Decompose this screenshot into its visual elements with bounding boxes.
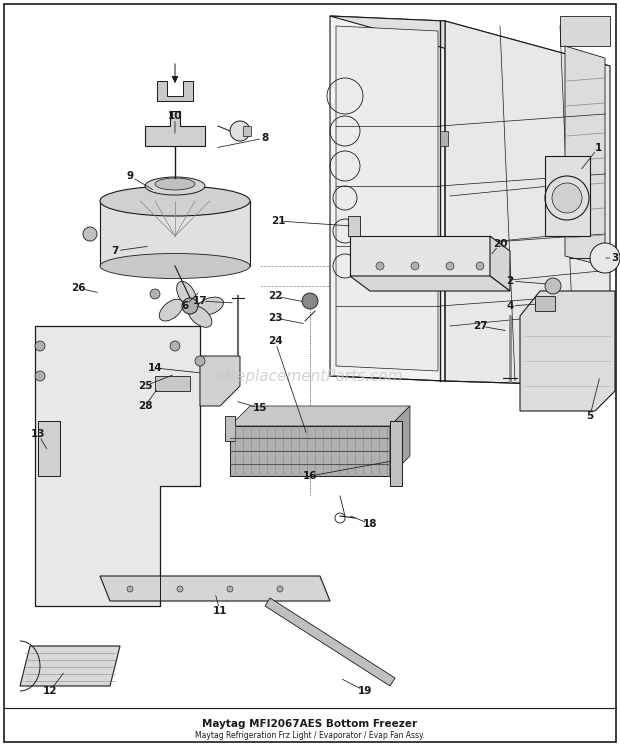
Polygon shape: [390, 421, 402, 486]
Polygon shape: [560, 16, 610, 46]
Circle shape: [446, 262, 454, 270]
Text: 2: 2: [507, 276, 513, 286]
Polygon shape: [230, 426, 390, 476]
Polygon shape: [545, 156, 590, 236]
Polygon shape: [490, 236, 510, 291]
Text: 10: 10: [168, 111, 182, 121]
Polygon shape: [350, 276, 510, 291]
Polygon shape: [230, 406, 410, 426]
Text: Maytag Refrigeration Frz Light / Evaporator / Evap Fan Assy.: Maytag Refrigeration Frz Light / Evapora…: [195, 732, 425, 741]
Circle shape: [230, 121, 250, 141]
Text: 17: 17: [193, 296, 207, 306]
Circle shape: [411, 262, 419, 270]
Ellipse shape: [177, 281, 197, 307]
Text: eReplacementParts.com: eReplacementParts.com: [216, 369, 404, 383]
Circle shape: [170, 341, 180, 351]
Ellipse shape: [159, 299, 183, 321]
Text: 19: 19: [358, 686, 372, 696]
Circle shape: [35, 341, 45, 351]
Polygon shape: [265, 598, 395, 686]
Text: 21: 21: [271, 216, 285, 226]
Text: 13: 13: [31, 429, 45, 439]
Text: 3: 3: [611, 253, 619, 263]
Ellipse shape: [145, 177, 205, 195]
Polygon shape: [225, 416, 235, 441]
Circle shape: [127, 586, 133, 592]
Text: 26: 26: [71, 283, 86, 293]
Polygon shape: [157, 81, 193, 101]
Text: 9: 9: [126, 171, 133, 181]
Text: 15: 15: [253, 403, 267, 413]
Polygon shape: [535, 296, 555, 311]
Ellipse shape: [100, 186, 250, 216]
Polygon shape: [336, 26, 438, 371]
Text: Maytag MFI2067AES Bottom Freezer: Maytag MFI2067AES Bottom Freezer: [203, 719, 417, 729]
Text: 14: 14: [148, 363, 162, 373]
Ellipse shape: [188, 306, 212, 327]
Polygon shape: [390, 406, 410, 476]
Polygon shape: [565, 46, 605, 266]
Circle shape: [150, 289, 160, 299]
Text: 11: 11: [213, 606, 228, 616]
Text: 23: 23: [268, 313, 282, 323]
Text: 25: 25: [138, 381, 153, 391]
Text: 7: 7: [112, 246, 118, 256]
Circle shape: [182, 298, 198, 314]
Polygon shape: [38, 421, 60, 476]
Text: 4: 4: [507, 301, 514, 311]
Text: 27: 27: [472, 321, 487, 331]
Circle shape: [552, 183, 582, 213]
Ellipse shape: [155, 178, 195, 190]
Polygon shape: [200, 356, 240, 406]
Polygon shape: [520, 291, 615, 411]
Bar: [348, 216, 360, 236]
Text: 22: 22: [268, 291, 282, 301]
Text: 8: 8: [262, 133, 268, 143]
Circle shape: [545, 278, 561, 294]
Polygon shape: [330, 16, 610, 66]
Text: 16: 16: [303, 471, 317, 481]
Circle shape: [277, 586, 283, 592]
Circle shape: [35, 371, 45, 381]
Bar: [243, 126, 251, 136]
Polygon shape: [350, 236, 490, 276]
Polygon shape: [35, 326, 200, 606]
Polygon shape: [100, 576, 330, 601]
Text: 12: 12: [43, 686, 57, 696]
Circle shape: [476, 262, 484, 270]
Circle shape: [302, 293, 318, 309]
Text: 28: 28: [138, 401, 153, 411]
Text: 20: 20: [493, 239, 507, 249]
Bar: [155, 376, 190, 391]
Circle shape: [227, 586, 233, 592]
Text: 5: 5: [587, 411, 593, 421]
Circle shape: [304, 430, 316, 442]
Text: 24: 24: [268, 336, 282, 346]
Circle shape: [195, 356, 205, 366]
Text: 1: 1: [595, 143, 601, 153]
Polygon shape: [100, 201, 250, 266]
Polygon shape: [145, 111, 205, 146]
Text: 18: 18: [363, 519, 377, 529]
Ellipse shape: [197, 297, 223, 315]
Bar: [440, 131, 448, 146]
Polygon shape: [20, 646, 120, 686]
Polygon shape: [330, 16, 445, 381]
Circle shape: [590, 243, 620, 273]
Circle shape: [83, 227, 97, 241]
Polygon shape: [445, 21, 610, 386]
Ellipse shape: [100, 254, 250, 278]
Text: 6: 6: [182, 301, 188, 311]
Circle shape: [177, 586, 183, 592]
Circle shape: [376, 262, 384, 270]
